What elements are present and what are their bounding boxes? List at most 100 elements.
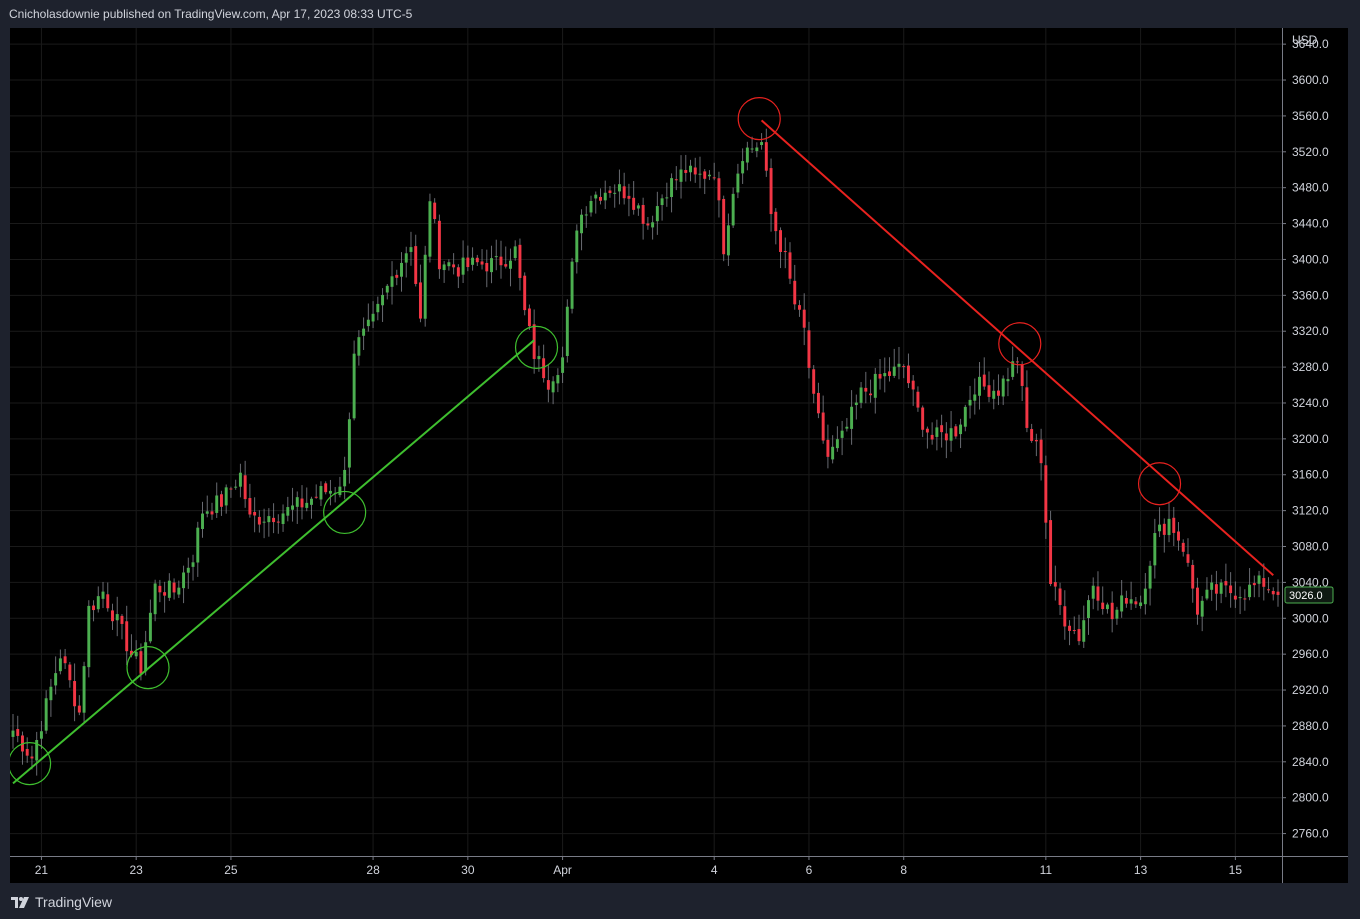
candle-up bbox=[1001, 378, 1005, 397]
candle-down bbox=[111, 610, 114, 622]
resistance-trendline bbox=[760, 119, 1274, 576]
candle-down bbox=[1058, 588, 1062, 605]
candle-up bbox=[745, 147, 749, 163]
candle-down bbox=[769, 168, 773, 215]
candle-down bbox=[930, 434, 934, 440]
candle-down bbox=[816, 392, 820, 414]
candle-up bbox=[561, 357, 565, 373]
candle-down bbox=[172, 582, 176, 593]
candle-up bbox=[177, 587, 181, 595]
candle-up bbox=[1210, 582, 1214, 590]
candle-down bbox=[674, 179, 678, 181]
candle-down bbox=[793, 280, 797, 305]
candle-down bbox=[722, 198, 726, 255]
candle-down bbox=[807, 330, 811, 368]
candle-down bbox=[1243, 598, 1247, 600]
candle-up bbox=[281, 513, 285, 524]
candle-down bbox=[253, 511, 257, 516]
price-tick-label: 3640.0 bbox=[1292, 37, 1329, 51]
candle-down bbox=[418, 282, 422, 319]
price-tick-label: 2760.0 bbox=[1292, 827, 1329, 841]
touch-circle bbox=[1137, 462, 1182, 506]
support-trendline bbox=[12, 339, 535, 785]
candle-up bbox=[935, 427, 939, 437]
candle-up bbox=[859, 387, 863, 403]
candle-down bbox=[1186, 554, 1190, 563]
touch-circle bbox=[998, 322, 1042, 366]
candle-down bbox=[925, 428, 929, 433]
candle-up bbox=[513, 246, 517, 259]
candle-down bbox=[1039, 439, 1043, 464]
candle-up bbox=[1200, 600, 1204, 617]
candle-up bbox=[537, 356, 541, 360]
last-price-label: 3026.0 bbox=[1289, 590, 1323, 602]
candle-down bbox=[987, 385, 991, 397]
candle-down bbox=[1110, 602, 1114, 620]
candle-down bbox=[921, 407, 925, 430]
time-tick-label: 8 bbox=[900, 863, 907, 877]
price-tick-label: 3360.0 bbox=[1292, 288, 1329, 302]
candle-down bbox=[608, 190, 612, 194]
candle-down bbox=[1025, 387, 1029, 428]
candle-up bbox=[423, 254, 427, 319]
candle-up bbox=[897, 363, 901, 367]
price-tick-label: 3520.0 bbox=[1292, 145, 1329, 159]
candle-down bbox=[622, 186, 626, 199]
last-price-tag bbox=[1284, 586, 1334, 604]
candle-up bbox=[54, 673, 58, 686]
candle-up bbox=[589, 201, 593, 213]
candle-up bbox=[362, 328, 366, 336]
candle-down bbox=[1191, 564, 1195, 589]
candle-down bbox=[504, 264, 508, 267]
candle-up bbox=[556, 375, 560, 384]
candle-down bbox=[532, 324, 536, 359]
candle-down bbox=[1068, 625, 1072, 631]
candle-down bbox=[466, 257, 470, 268]
chart-background bbox=[10, 28, 1348, 883]
candle-up bbox=[509, 260, 512, 269]
candle-down bbox=[527, 308, 531, 327]
candle-down bbox=[68, 664, 72, 681]
price-tick-label: 2800.0 bbox=[1292, 791, 1329, 805]
candle-up bbox=[442, 264, 446, 271]
price-tick-label: 2840.0 bbox=[1292, 755, 1329, 769]
candle-down bbox=[324, 483, 328, 493]
brand-label: TradingView bbox=[35, 894, 113, 910]
candle-down bbox=[1233, 595, 1237, 600]
candle-down bbox=[1030, 429, 1034, 441]
currency-label: USD bbox=[1292, 33, 1318, 47]
time-axis: 21 23 25 28 30 Apr 4 6 8 11 13 15 bbox=[10, 856, 1348, 883]
candle-down bbox=[944, 433, 948, 441]
candle-up bbox=[291, 505, 295, 510]
candle-up bbox=[144, 642, 148, 672]
candle-down bbox=[712, 177, 716, 179]
candle-up bbox=[58, 658, 62, 672]
candle-down bbox=[433, 202, 437, 220]
candle-up bbox=[182, 572, 186, 589]
candle-down bbox=[1172, 517, 1176, 533]
candle-down bbox=[456, 267, 460, 277]
candle-down bbox=[627, 195, 631, 199]
candle-up bbox=[1205, 589, 1209, 599]
candle-down bbox=[996, 390, 1000, 396]
candle-up bbox=[461, 257, 465, 275]
candle-up bbox=[845, 426, 849, 429]
price-tick-label: 3000.0 bbox=[1292, 611, 1329, 625]
candle-down bbox=[158, 585, 162, 593]
candle-down bbox=[916, 391, 920, 408]
price-tick-label: 3440.0 bbox=[1292, 217, 1329, 231]
candle-down bbox=[821, 412, 825, 441]
candle-up bbox=[82, 666, 86, 713]
candle-down bbox=[546, 380, 550, 390]
price-tick-label: 3200.0 bbox=[1292, 432, 1329, 446]
candle-up bbox=[1248, 584, 1252, 598]
candle-up bbox=[234, 486, 238, 488]
candle-up bbox=[660, 198, 664, 206]
candle-up bbox=[873, 373, 877, 398]
tradingview-brand[interactable]: TradingView bbox=[11, 894, 112, 910]
candle-up bbox=[238, 472, 242, 487]
candle-down bbox=[106, 594, 110, 609]
candle-up bbox=[376, 303, 380, 313]
time-tick-label: 11 bbox=[1040, 863, 1053, 877]
